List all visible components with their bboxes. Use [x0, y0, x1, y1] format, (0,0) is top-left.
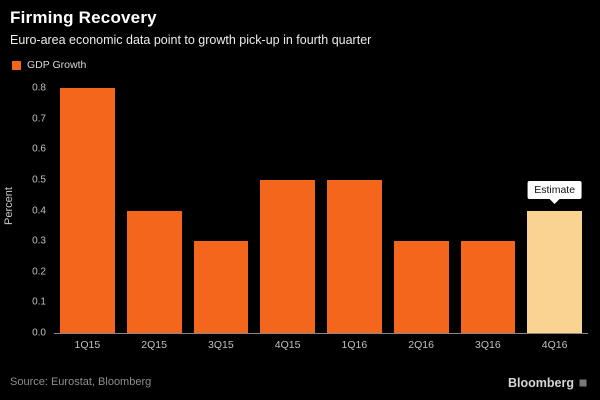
x-tick-label: 1Q15: [74, 339, 101, 351]
bar-slot: [188, 88, 255, 333]
bar-1Q16: [327, 179, 382, 333]
y-tick-label: 0.8: [32, 82, 46, 94]
legend-label: GDP Growth: [27, 59, 87, 71]
y-tick-label: 0.0: [32, 327, 46, 339]
brand-logo: Bloomberg: [508, 376, 588, 390]
y-tick-label: 0.6: [32, 143, 46, 155]
y-tick-label: 0.7: [32, 113, 46, 125]
y-tick-label: 0.1: [32, 296, 46, 308]
bar-4Q16: [527, 210, 582, 333]
y-axis: 0.0 0.1 0.2 0.3 0.4 0.5 0.6 0.7 0.8: [14, 83, 46, 339]
bar-slot: [455, 88, 522, 333]
x-tick-label: 3Q15: [208, 339, 234, 351]
bars: Estimate: [54, 88, 588, 334]
bar-slot: [321, 88, 388, 333]
bar-2Q15: [126, 210, 182, 333]
x-tick-label: 3Q16: [475, 339, 501, 351]
brand-name: Bloomberg: [508, 376, 574, 390]
bar-slot: Estimate: [521, 88, 588, 333]
bar-3Q16: [460, 241, 516, 333]
x-tick-label: 4Q15: [274, 339, 301, 351]
bar-3Q15: [193, 241, 249, 333]
legend: GDP Growth: [12, 59, 86, 71]
bar-slot: [254, 88, 321, 333]
bar-2Q16: [393, 241, 449, 333]
estimate-callout: Estimate: [527, 180, 583, 199]
x-axis: 1Q15 2Q15 3Q15 4Q15 1Q16 2Q16 3Q16 4Q16: [54, 339, 588, 351]
y-tick-label: 0.2: [32, 266, 46, 278]
x-tick-label: 1Q16: [341, 339, 368, 351]
legend-swatch-icon: [12, 60, 21, 70]
bloomberg-mark-icon: [578, 378, 588, 388]
bar-slot: [121, 88, 188, 333]
y-tick-label: 0.5: [32, 174, 46, 186]
bar-slot: [54, 88, 121, 333]
x-tick-label: 4Q16: [541, 339, 568, 351]
y-tick-label: 0.4: [32, 205, 46, 216]
chart-title: Firming Recovery: [10, 8, 157, 27]
bar-slot: [388, 88, 455, 333]
y-tick-label: 0.3: [32, 235, 46, 247]
chart-subtitle: Euro-area economic data point to growth …: [10, 33, 372, 47]
x-tick-label: 2Q16: [408, 339, 434, 351]
source-note: Source: Eurostat, Bloomberg: [10, 376, 152, 388]
bar-1Q15: [60, 88, 115, 333]
x-tick-label: 2Q15: [141, 339, 167, 351]
bar-4Q15: [260, 179, 315, 333]
